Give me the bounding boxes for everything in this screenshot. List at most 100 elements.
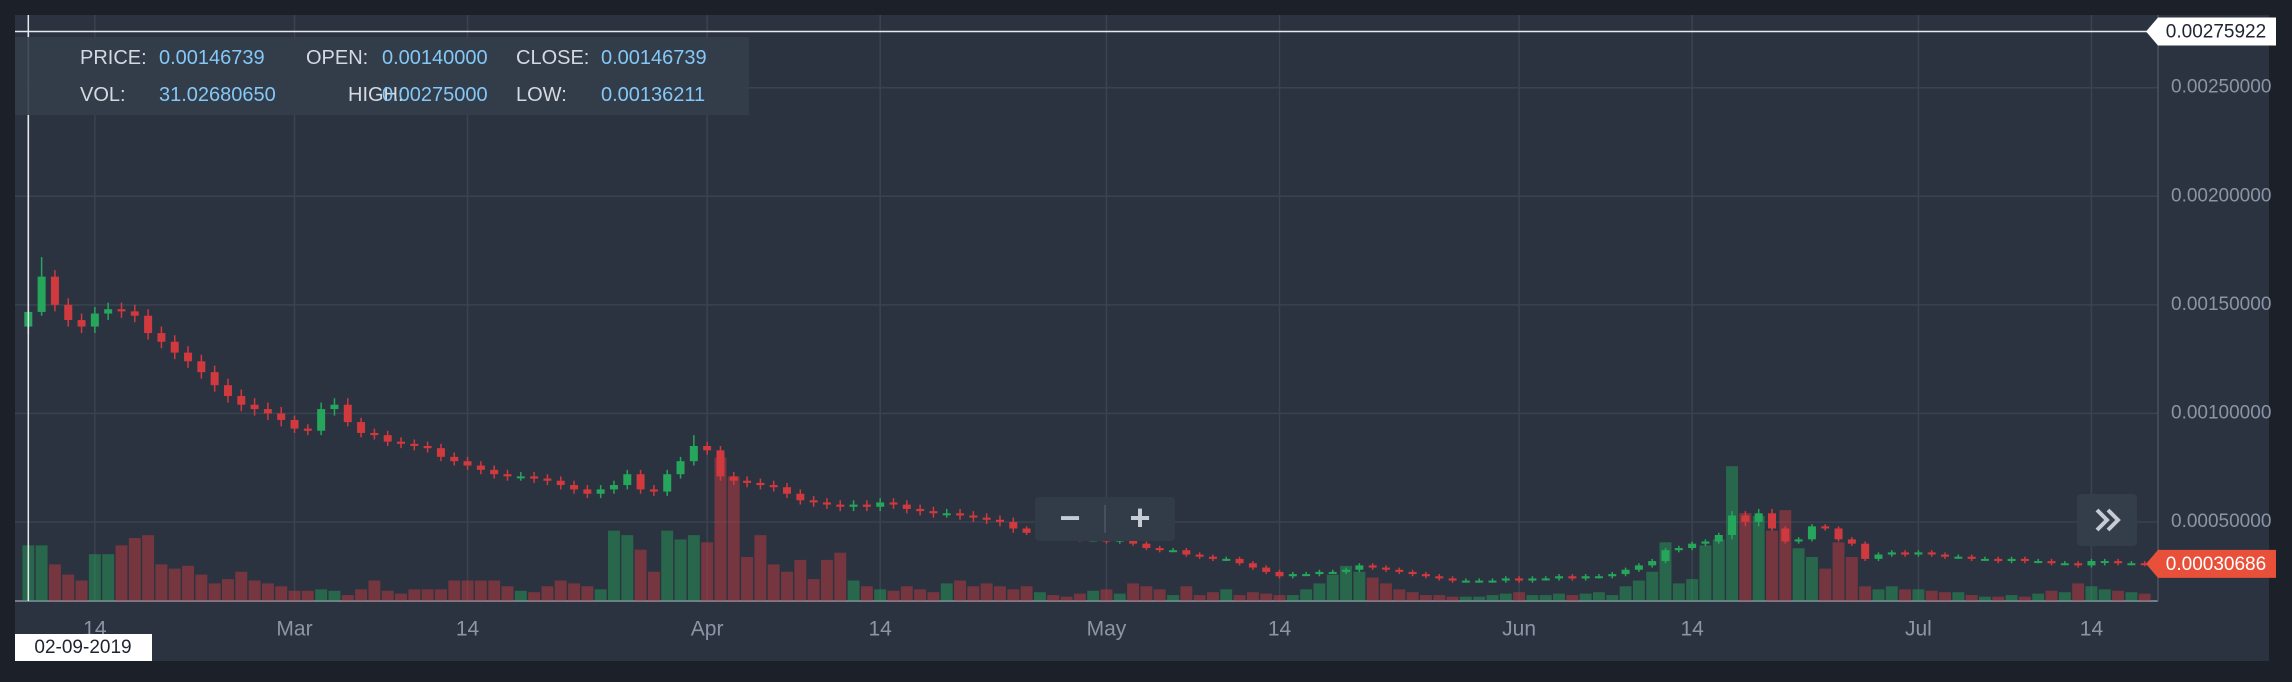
zoom-controls: − +	[1035, 497, 1175, 541]
volume-bar	[1819, 568, 1832, 601]
tooltip-label: HIGH:	[348, 84, 404, 106]
x-tick-label: Jul	[1905, 618, 1932, 641]
candle-body	[609, 485, 618, 490]
candle-body	[1555, 576, 1564, 579]
volume-bar	[1912, 589, 1925, 601]
volume-bar	[1206, 592, 1219, 601]
candle-body	[876, 502, 885, 507]
volume-bar	[554, 580, 567, 601]
candle-body	[463, 461, 472, 466]
x-tick-label: Apr	[691, 618, 724, 641]
zoom-in-button[interactable]: +	[1129, 497, 1151, 538]
volume-bar	[1992, 596, 2005, 601]
volume-bar	[1273, 595, 1286, 601]
volume-bar	[448, 580, 461, 601]
candle-body	[290, 419, 299, 429]
volume-bar	[1526, 595, 1539, 601]
volume-bar	[1353, 571, 1366, 601]
candle-body	[2087, 561, 2096, 566]
candle-body	[783, 487, 792, 494]
volume-bar	[1845, 557, 1858, 601]
y-tick-label: 0.00200000	[2171, 185, 2271, 206]
candle-body	[570, 485, 579, 490]
volume-bar	[2098, 589, 2111, 601]
candle-body	[1834, 528, 1843, 540]
volume-bar	[741, 557, 754, 601]
volume-bar	[1393, 589, 1406, 601]
candle-body	[916, 508, 925, 512]
candle-body	[969, 515, 978, 518]
candle-body	[689, 445, 698, 462]
candle-body	[676, 461, 685, 475]
candle-body	[357, 422, 366, 433]
volume-bar	[1153, 589, 1166, 601]
candle-body	[157, 333, 166, 342]
volume-bar	[501, 586, 514, 601]
candle-body	[1288, 574, 1297, 577]
volume-bar	[1340, 565, 1353, 601]
volume-bar	[2125, 592, 2138, 601]
volume-bar	[874, 589, 887, 601]
x-tick-label: 14	[456, 618, 480, 641]
volume-bar	[1033, 592, 1046, 601]
candle-body	[1355, 565, 1364, 570]
volume-bar	[368, 580, 381, 601]
x-tick-label: 14	[1680, 618, 1704, 641]
volume-bar	[48, 564, 61, 601]
candle-body	[1342, 569, 1351, 572]
volume-bar	[1313, 583, 1326, 601]
candle-body	[1381, 567, 1390, 570]
candle-body	[117, 309, 126, 312]
candle-body	[1328, 571, 1337, 574]
candle-body	[170, 341, 179, 353]
candle-body	[223, 385, 232, 397]
volume-bar	[235, 571, 248, 601]
candle-body	[1794, 539, 1803, 542]
candle-body	[410, 443, 419, 446]
zoom-out-button[interactable]: −	[1059, 497, 1081, 538]
volume-bar	[980, 583, 993, 601]
volume-bar	[1606, 595, 1619, 601]
volume-bar	[1899, 589, 1912, 601]
volume-bar	[514, 590, 527, 601]
last-price-label: 0.00030686	[2166, 554, 2266, 575]
volume-bar	[1885, 586, 1898, 601]
y-tick-label: 0.00050000	[2171, 511, 2271, 532]
volume-bar	[1366, 577, 1379, 601]
volume-bar	[820, 559, 833, 601]
candle-body	[716, 450, 725, 477]
ohlc-tooltip: PRICE: 0.00146739 OPEN: 0.00140000 CLOSE: 0.0…	[15, 37, 749, 115]
candle-body	[1435, 576, 1444, 579]
candle-body	[330, 404, 339, 410]
candle-body	[1195, 554, 1204, 557]
tooltip-value: 0.00140000	[382, 47, 488, 69]
tooltip-value: 0.00136211	[601, 84, 706, 106]
volume-bar	[408, 589, 421, 601]
scroll-to-latest-button[interactable]	[2077, 494, 2137, 546]
candle-body	[1608, 574, 1617, 577]
candle-body	[1155, 548, 1164, 551]
candle-body	[37, 276, 46, 312]
volume-bar	[1965, 595, 1978, 601]
volume-bar	[1872, 589, 1885, 601]
volume-bar	[900, 586, 913, 601]
candle-body	[769, 485, 778, 488]
volume-bar	[222, 579, 234, 601]
volume-bar	[1220, 589, 1233, 601]
candle-body	[1634, 565, 1643, 570]
volume-bar	[834, 552, 847, 601]
candle-body	[1129, 539, 1138, 544]
volume-bar	[1593, 592, 1605, 601]
candle-body	[64, 304, 73, 321]
candle-body	[210, 372, 219, 386]
candle-body	[1967, 556, 1976, 559]
volume-bar	[1446, 596, 1459, 601]
candle-body	[50, 276, 59, 305]
candle-body	[370, 432, 379, 436]
volume-bar	[1326, 574, 1339, 601]
volume-bar	[1619, 586, 1632, 601]
candle-body	[237, 396, 246, 405]
candle-body	[809, 500, 818, 503]
volume-bar	[1712, 539, 1725, 601]
y-tick-label: 0.00250000	[2171, 77, 2271, 98]
